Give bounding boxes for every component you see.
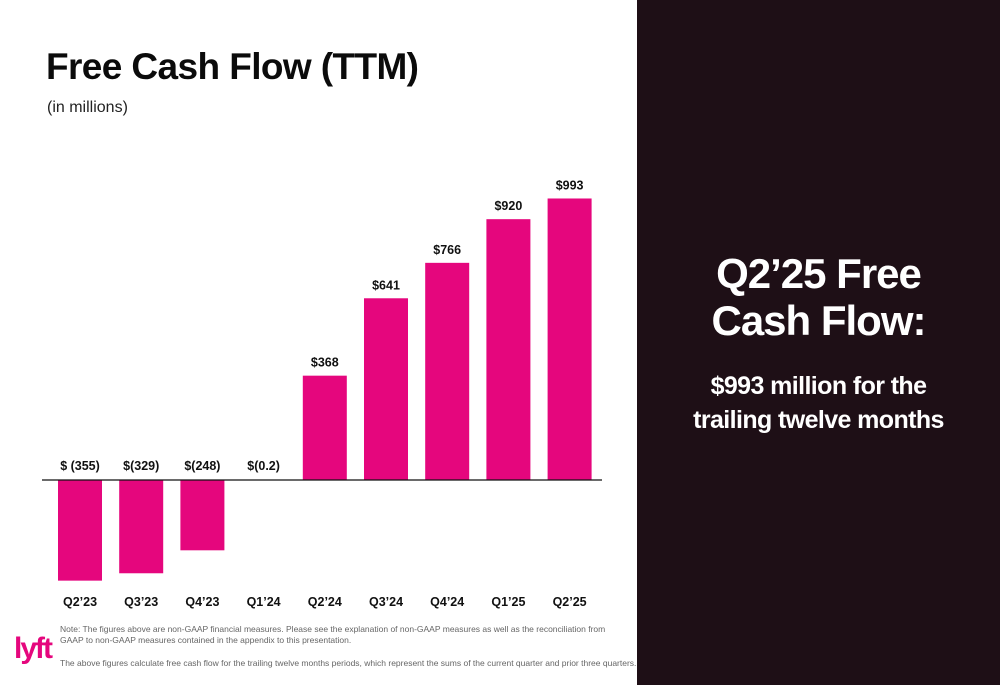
bar-q2-24 (302, 375, 347, 480)
summary-headline: Q2’25 Free Cash Flow: (637, 250, 1000, 344)
value-label-q1-25: $920 (494, 199, 522, 213)
chart-subtitle: (in millions) (47, 99, 128, 116)
category-label-q3-23: Q3’23 (124, 595, 158, 609)
category-label-q2-23: Q2’23 (63, 595, 97, 609)
category-label-q1-24: Q1’24 (247, 595, 281, 609)
footnote-gaap: Note: The figures above are non-GAAP fin… (60, 624, 606, 645)
value-label-q4-23: $(248) (184, 459, 220, 473)
value-label-q2-23: $ (355) (60, 459, 100, 473)
category-label-q4-24: Q4’24 (430, 595, 464, 609)
lyft-logo: lyft (14, 632, 53, 665)
category-label-q3-24: Q3’24 (369, 595, 403, 609)
category-label-q1-25: Q1’25 (491, 595, 525, 609)
headline-line-2: Cash Flow: (711, 297, 926, 344)
bar-q2-23 (58, 480, 102, 581)
value-label-q2-25: $993 (556, 178, 584, 192)
headline-line-1: Q2’25 Free (716, 250, 922, 297)
value-label-q1-24: $(0.2) (247, 459, 280, 473)
bar-q4-24 (425, 262, 470, 480)
footnote-ttm: The above figures calculate free cash fl… (60, 658, 637, 668)
category-label-q2-24: Q2’24 (308, 595, 342, 609)
category-label-q2-25: Q2’25 (553, 595, 587, 609)
bar-q1-25 (486, 219, 531, 480)
summary-subtext: $993 million for the trailing twelve mon… (637, 369, 1000, 437)
value-label-q3-23: $(329) (123, 459, 159, 473)
category-label-q4-23: Q4’23 (185, 595, 219, 609)
bar-q3-23 (119, 480, 164, 574)
value-label-q3-24: $641 (372, 278, 400, 292)
summary-panel: Q2’25 Free Cash Flow: $993 million for t… (637, 0, 1000, 685)
bar-q3-24 (364, 298, 408, 480)
chart-panel: Free Cash Flow (TTM) (in millions) $ (35… (14, 46, 637, 668)
value-label-q4-24: $766 (433, 243, 461, 257)
value-label-q2-24: $368 (311, 356, 339, 370)
subtext-line-2: trailing twelve months (693, 406, 944, 434)
subtext-line-1: $993 million for the (710, 372, 927, 400)
bar-chart: $ (355) $(329) $(248) $(0.2) $368 $641 $766 $92… (42, 178, 602, 609)
bar-q2-25 (547, 198, 592, 480)
bar-q4-23 (180, 480, 225, 551)
chart-title: Free Cash Flow (TTM) (46, 46, 419, 87)
